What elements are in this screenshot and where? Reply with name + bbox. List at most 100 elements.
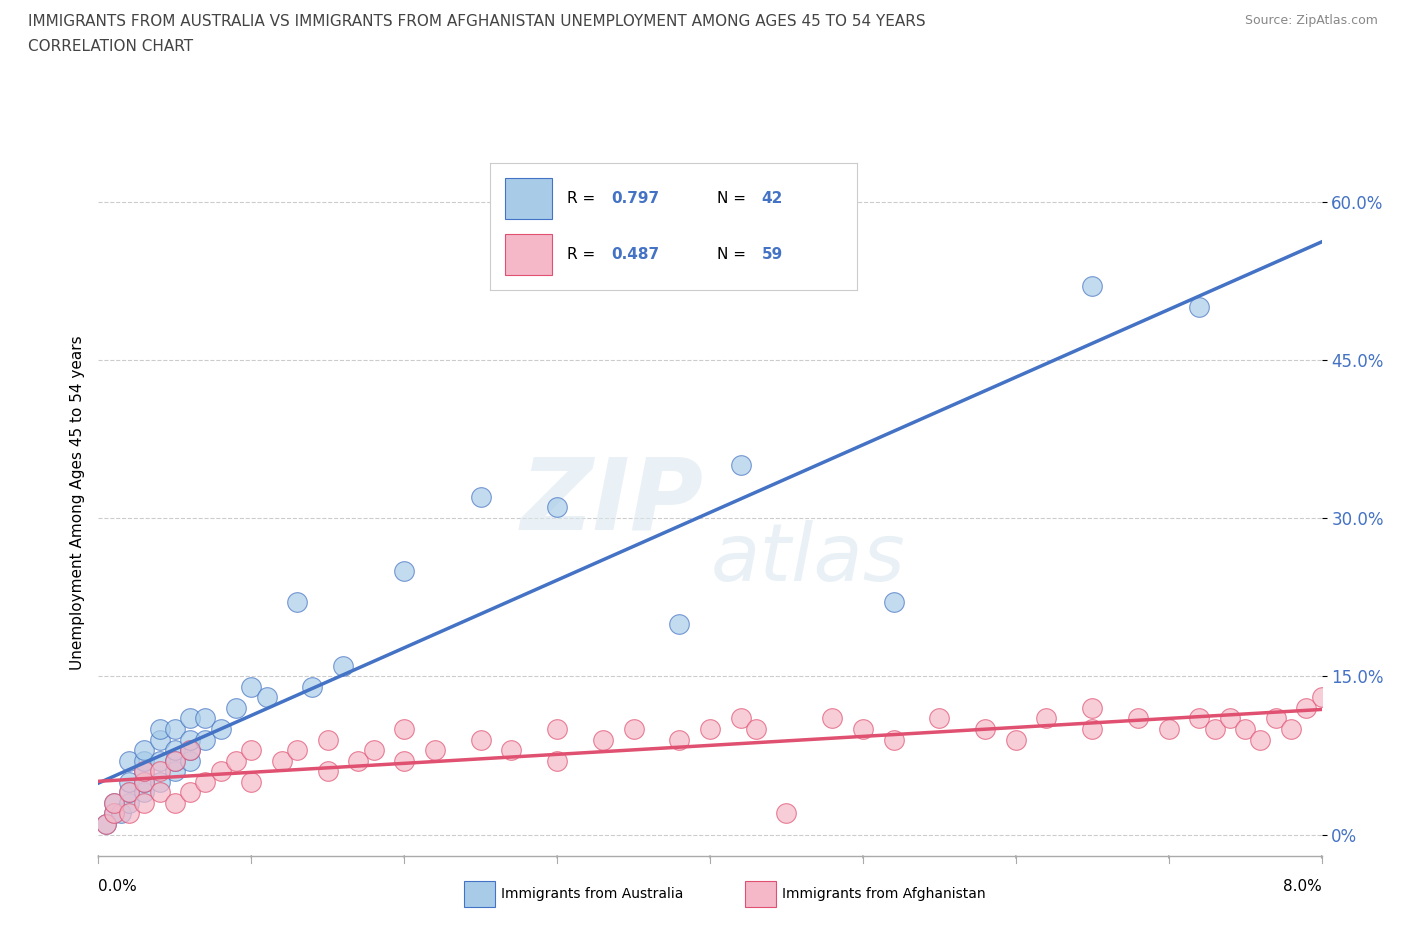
Point [225, 700, 247, 715]
Point [134, 753, 156, 768]
Point [149, 722, 172, 737]
Point [347, 753, 370, 768]
Point [149, 775, 172, 790]
Text: CORRELATION CHART: CORRELATION CHART [28, 39, 193, 54]
Text: Source: ZipAtlas.com: Source: ZipAtlas.com [1244, 14, 1378, 27]
Point [103, 806, 125, 821]
Point [1295, 700, 1317, 715]
Point [546, 753, 568, 768]
Point [546, 722, 568, 737]
Point [1128, 711, 1150, 726]
Point [118, 806, 141, 821]
Text: 0.0%: 0.0% [98, 879, 138, 894]
Point [179, 743, 201, 758]
Point [134, 775, 156, 790]
Point [1188, 299, 1211, 314]
Point [163, 753, 186, 768]
Text: 8.0%: 8.0% [1282, 879, 1322, 894]
Point [225, 753, 247, 768]
Point [194, 732, 217, 747]
Point [1249, 732, 1271, 747]
Point [149, 753, 172, 768]
Point [1204, 722, 1226, 737]
Point [883, 732, 905, 747]
Point [1279, 722, 1302, 737]
Point [285, 595, 308, 610]
Point [94, 817, 117, 831]
Point [592, 732, 614, 747]
Point [194, 775, 217, 790]
Point [134, 785, 156, 800]
Point [163, 795, 186, 810]
Point [209, 764, 232, 778]
Point [134, 795, 156, 810]
Point [179, 785, 201, 800]
Point [118, 775, 141, 790]
Point [730, 711, 752, 726]
Point [928, 711, 950, 726]
Point [316, 732, 339, 747]
Point [240, 680, 263, 695]
Point [179, 711, 201, 726]
Point [852, 722, 875, 737]
Point [1081, 700, 1104, 715]
Point [134, 775, 156, 790]
Point [1004, 732, 1026, 747]
Point [118, 785, 141, 800]
Text: Immigrants from Australia: Immigrants from Australia [501, 886, 683, 901]
Point [301, 680, 323, 695]
Point [179, 732, 201, 747]
Point [118, 753, 141, 768]
Point [118, 785, 141, 800]
Point [1188, 711, 1211, 726]
Point [332, 658, 354, 673]
Point [134, 743, 156, 758]
Point [1219, 711, 1241, 726]
Point [1035, 711, 1057, 726]
Point [668, 732, 690, 747]
Point [1081, 278, 1104, 293]
Y-axis label: Unemployment Among Ages 45 to 54 years: Unemployment Among Ages 45 to 54 years [69, 335, 84, 670]
Point [363, 743, 385, 758]
Point [883, 595, 905, 610]
Point [149, 732, 172, 747]
Point [775, 806, 797, 821]
Point [745, 722, 768, 737]
Text: Immigrants from Afghanistan: Immigrants from Afghanistan [782, 886, 986, 901]
Point [285, 743, 308, 758]
Point [110, 806, 132, 821]
Point [546, 500, 568, 515]
Point [94, 817, 117, 831]
Point [821, 711, 844, 726]
Point [179, 743, 201, 758]
Point [103, 795, 125, 810]
Point [134, 764, 156, 778]
Point [118, 795, 141, 810]
Point [1264, 711, 1286, 726]
Point [240, 743, 263, 758]
Point [149, 785, 172, 800]
Point [209, 722, 232, 737]
Point [270, 753, 294, 768]
Point [392, 722, 416, 737]
Point [316, 764, 339, 778]
Point [668, 616, 690, 631]
Point [470, 489, 492, 504]
Point [163, 743, 186, 758]
Point [974, 722, 997, 737]
Point [623, 722, 645, 737]
Point [1081, 722, 1104, 737]
Point [1310, 690, 1333, 705]
Point [103, 795, 125, 810]
Point [179, 753, 201, 768]
Point [163, 764, 186, 778]
Point [194, 711, 217, 726]
Point [163, 753, 186, 768]
Point [423, 743, 446, 758]
Point [470, 732, 492, 747]
Point [1157, 722, 1180, 737]
Text: IMMIGRANTS FROM AUSTRALIA VS IMMIGRANTS FROM AFGHANISTAN UNEMPLOYMENT AMONG AGES: IMMIGRANTS FROM AUSTRALIA VS IMMIGRANTS … [28, 14, 925, 29]
Point [392, 753, 416, 768]
Point [392, 564, 416, 578]
Point [730, 458, 752, 472]
